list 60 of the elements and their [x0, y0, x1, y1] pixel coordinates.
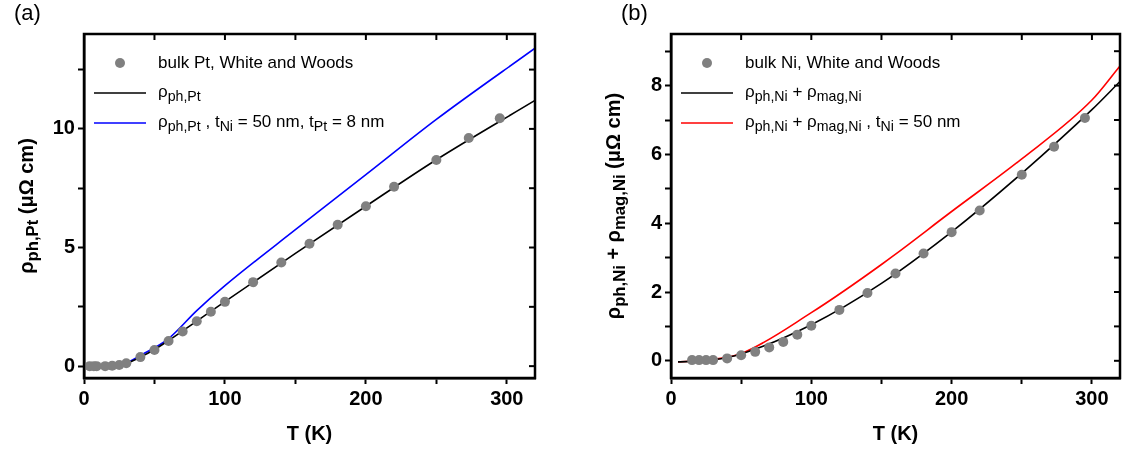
point [177, 326, 188, 337]
x-tick-label: 200 [934, 386, 969, 409]
point [494, 113, 505, 124]
y-tick-label: 10 [52, 116, 75, 139]
point [219, 296, 230, 307]
point [764, 342, 775, 353]
point [276, 257, 287, 268]
point [135, 352, 146, 363]
x-tick-label: 300 [490, 386, 524, 409]
point [163, 335, 174, 346]
point [750, 346, 761, 357]
x-tick-label: 0 [78, 386, 90, 409]
x-tick-label: 0 [665, 386, 677, 409]
point [1079, 112, 1090, 123]
y-tick-label: 0 [650, 348, 662, 371]
y-tick-label: 0 [63, 353, 75, 376]
point [778, 336, 789, 347]
point [736, 350, 747, 361]
legend-label: ρ$_{ph,Pt}$ , t$_{Ni}$ = 50 nm, t$_{Pt}$ = 8 nm [158, 111, 385, 135]
point [149, 345, 160, 356]
x-axis-title: T (K) [871, 422, 920, 445]
point [918, 248, 929, 259]
point [431, 154, 442, 165]
point [205, 306, 216, 317]
legend-label: ρ$_{ph,Pt}$ [158, 81, 201, 105]
chart-title: (b) [621, 0, 648, 26]
chart-title: (a) [14, 0, 41, 26]
y-tick-label: 4 [650, 210, 663, 233]
point [708, 355, 719, 366]
x-tick-label: 200 [349, 386, 383, 409]
point [792, 329, 803, 340]
point [834, 304, 845, 315]
x-axis-title: T (K) [285, 422, 334, 445]
legend-label: ρ$_{ph,Ni}$ + ρ$_{mag,Ni}$ [745, 81, 862, 105]
point [304, 238, 315, 249]
point [389, 181, 400, 192]
point [248, 277, 259, 288]
point [332, 219, 343, 230]
point [360, 201, 371, 212]
y-tick-label: 2 [650, 279, 662, 302]
x-tick-label: 100 [208, 386, 242, 409]
x-tick-label: 100 [794, 386, 828, 409]
point [806, 320, 817, 331]
point [121, 358, 132, 369]
point [463, 132, 474, 143]
point [862, 288, 873, 299]
point [722, 353, 733, 364]
point [1049, 141, 1060, 152]
legend-label: bulk Ni, White and Woods [745, 53, 941, 73]
legend-label: bulk Pt, White and Woods [158, 53, 354, 73]
x-tick-label: 300 [1075, 386, 1109, 409]
point [974, 205, 985, 216]
legend-label: ρ$_{ph,Ni}$ + ρ$_{mag,Ni}$ , t$_{Ni}$ = 50 nm [745, 111, 961, 135]
y-tick-label: 8 [650, 73, 662, 96]
y-tick-label: 5 [63, 235, 75, 258]
point [1016, 169, 1027, 180]
y-tick-label: 6 [650, 141, 662, 164]
point [191, 316, 202, 327]
point [890, 268, 901, 279]
point [946, 227, 957, 238]
